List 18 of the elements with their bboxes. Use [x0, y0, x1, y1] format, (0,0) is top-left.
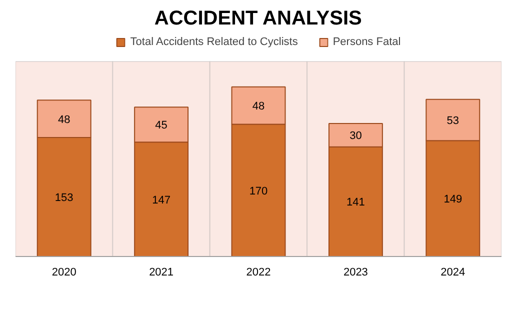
data-label: 48 — [58, 114, 70, 126]
x-tick-label: 2022 — [246, 266, 271, 278]
data-label: 170 — [249, 185, 268, 198]
x-tick-label: 2020 — [52, 266, 76, 278]
data-label: 48 — [252, 100, 265, 113]
legend-label: Persons Fatal — [332, 36, 401, 48]
data-label: 147 — [152, 194, 170, 206]
x-tick-label: 2021 — [149, 266, 174, 278]
data-label: 45 — [155, 120, 168, 132]
chart-title: ACCIDENT ANALYSIS — [154, 8, 362, 30]
x-tick-label: 2024 — [440, 266, 466, 278]
data-label: 53 — [446, 114, 460, 127]
data-label: 153 — [54, 192, 74, 204]
data-label: 149 — [444, 194, 462, 206]
data-label: 141 — [346, 196, 365, 209]
data-label: 30 — [350, 130, 362, 142]
x-tick-label: 2023 — [343, 266, 368, 278]
legend-label: Total Accidents Related to Cyclists — [130, 36, 298, 48]
